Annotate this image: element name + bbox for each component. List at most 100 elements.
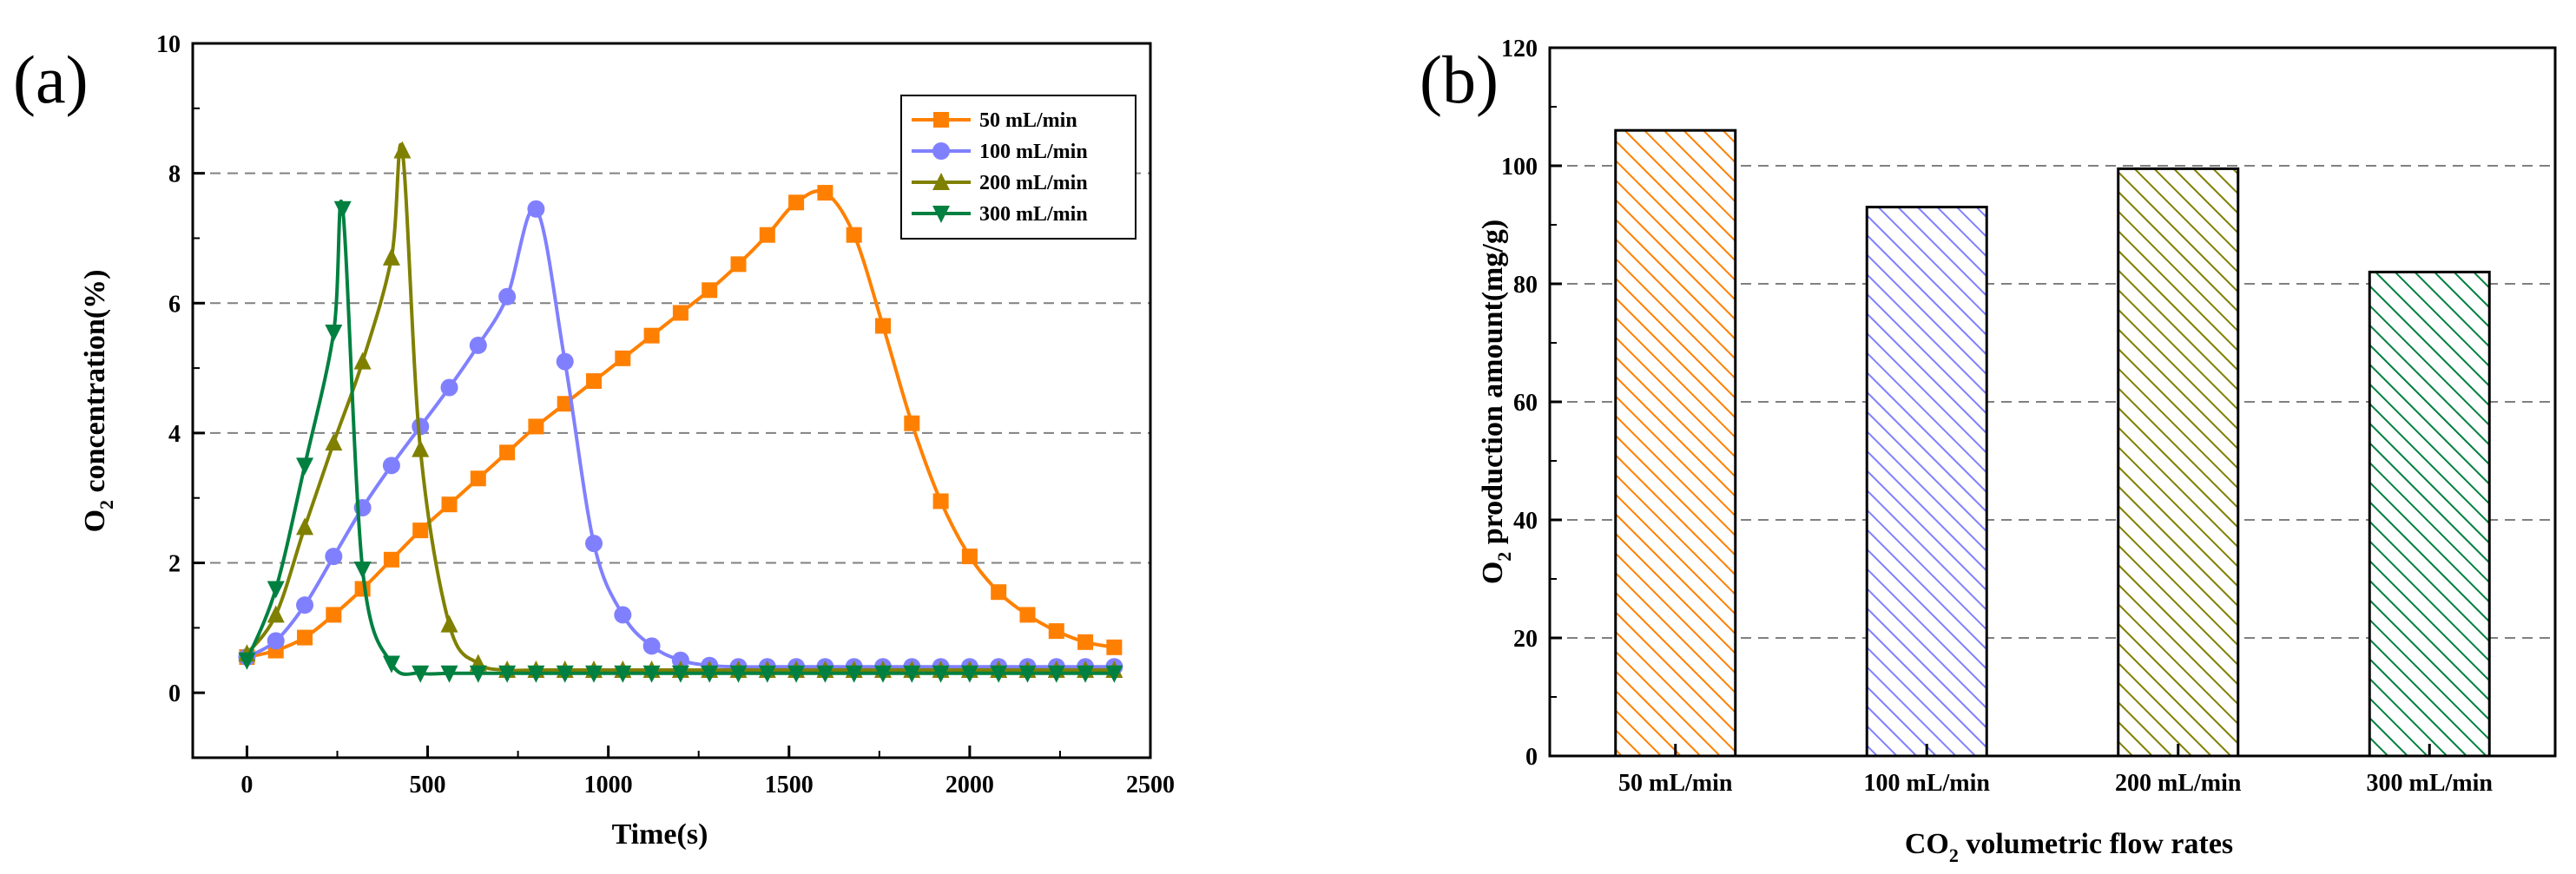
panel-a-y-tick-label: 4	[168, 421, 181, 448]
data-point	[556, 665, 574, 683]
data-point	[267, 581, 285, 599]
data-point	[614, 665, 632, 683]
data-point	[528, 418, 544, 435]
legend-item: 200 mL/min	[912, 172, 1088, 194]
legend-label: 300 mL/min	[979, 203, 1088, 226]
data-point	[586, 373, 603, 390]
data-point	[788, 194, 805, 211]
data-point	[904, 415, 920, 431]
data-point	[615, 350, 631, 366]
data-point	[816, 665, 834, 683]
bar-category-label: 200 mL/min	[2115, 770, 2242, 797]
data-point	[412, 665, 430, 683]
data-point	[297, 629, 313, 646]
data-point	[527, 200, 545, 218]
data-point	[874, 318, 891, 334]
data-point	[845, 665, 863, 683]
data-point	[702, 282, 718, 299]
data-point	[758, 665, 776, 683]
panel-b-x-axis-title-prefix: CO	[1905, 828, 1949, 860]
data-point	[729, 665, 748, 683]
data-point	[296, 517, 314, 536]
series-300-ml-min	[238, 199, 1123, 683]
panel-a-y-tick-label: 0	[168, 680, 181, 707]
data-point	[393, 141, 412, 159]
bar	[1865, 206, 1988, 758]
data-point	[759, 227, 775, 243]
panel-a-y-axis-title-prefix: O	[79, 509, 111, 532]
data-point	[412, 417, 430, 436]
data-point	[990, 665, 1008, 683]
panel-b-y-tick-label: 20	[1513, 626, 1538, 653]
panel-a-x-axis-title: Time(s)	[612, 818, 708, 851]
panel-a-y-tick-label: 10	[156, 31, 181, 58]
legend-label: 200 mL/min	[979, 172, 1088, 194]
data-point	[903, 665, 921, 683]
panel-a-x-tick-label: 1000	[584, 772, 633, 798]
data-point	[1106, 639, 1123, 655]
panel-a-x-tick-label: 1500	[765, 772, 814, 798]
data-point	[441, 496, 458, 513]
data-point	[527, 665, 545, 683]
data-point	[382, 247, 400, 266]
panel-b-bars	[1614, 128, 2491, 758]
data-point	[238, 652, 256, 670]
panel-b-y-tick-label: 120	[1501, 36, 1538, 62]
panel-b-ticks: 0 20 40 60 80 100 120 50 mL/min 100 mL/min 200 mL…	[1501, 36, 2493, 797]
data-point	[440, 378, 458, 397]
legend-marker	[933, 112, 949, 128]
data-point	[557, 396, 573, 412]
data-point	[383, 551, 399, 568]
panel-a-x-tick-label: 2500	[1126, 772, 1175, 798]
panel-b-plot-frame	[1548, 46, 2557, 758]
data-point	[960, 665, 978, 683]
data-point	[642, 665, 661, 683]
panel-a-y-axis-title: O2 concentration(%)	[79, 270, 117, 533]
data-point	[267, 605, 285, 623]
data-point	[585, 665, 603, 683]
panel-a-legend: 50 mL/min 100 mL/min 200 mL/min 300 mL/min	[900, 95, 1136, 240]
panel-a-y-tick-label: 2	[168, 551, 181, 578]
data-point	[932, 665, 950, 683]
data-point	[787, 665, 806, 683]
panel-b-y-tick-label: 80	[1513, 272, 1538, 299]
data-point	[469, 336, 487, 354]
data-point	[556, 352, 574, 371]
legend-marker	[932, 206, 950, 223]
data-point	[1048, 623, 1064, 640]
panel-b-y-axis-title-prefix: O	[1477, 562, 1509, 584]
data-point	[296, 596, 314, 614]
data-point	[382, 457, 400, 475]
series-line	[245, 199, 1115, 676]
panel-b-y-axis-title-suffix: production amount(mg/g)	[1477, 220, 1509, 552]
data-point	[1018, 665, 1037, 683]
panel-a-x-tick-label: 2000	[945, 772, 994, 798]
legend-marker	[932, 173, 950, 190]
data-point	[873, 665, 892, 683]
legend-item: 50 mL/min	[912, 109, 1077, 132]
panel-b-y-axis-title: O2 production amount(mg/g)	[1477, 220, 1515, 584]
panel-a-gridlines	[193, 172, 1150, 564]
data-point	[1077, 634, 1094, 650]
data-point	[296, 457, 314, 476]
bar-category-label: 300 mL/min	[2367, 770, 2494, 797]
panel-a-series	[238, 141, 1123, 683]
data-point	[672, 305, 688, 321]
data-point	[730, 256, 747, 273]
data-point	[325, 548, 343, 566]
series-line	[246, 189, 1115, 659]
bar	[2368, 270, 2491, 758]
data-point	[642, 637, 661, 655]
data-point	[412, 522, 429, 539]
data-point	[932, 493, 949, 509]
data-point	[671, 665, 689, 683]
legend-label: 100 mL/min	[979, 141, 1088, 163]
panel-a-y-tick-label: 6	[168, 291, 181, 318]
data-point	[701, 665, 719, 683]
data-point	[643, 327, 660, 344]
data-point	[1077, 665, 1095, 683]
data-point	[353, 352, 372, 370]
panel-a-x-tick-label: 500	[410, 772, 446, 798]
